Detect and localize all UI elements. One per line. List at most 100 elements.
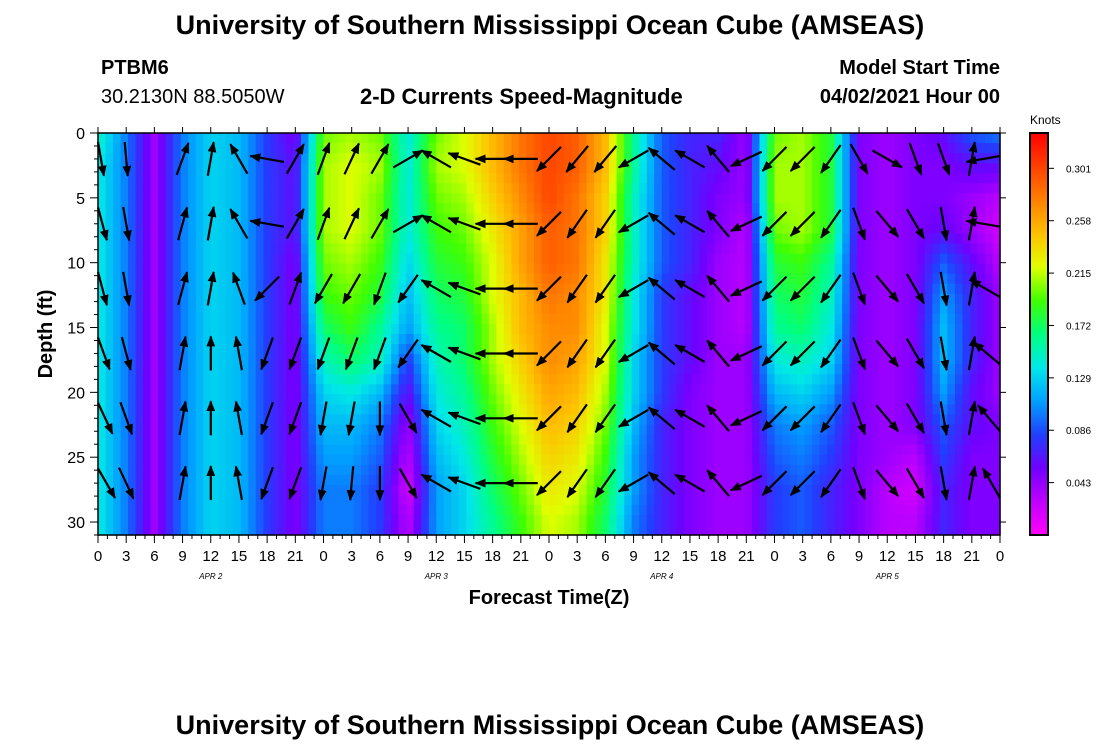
heat-cell	[150, 283, 159, 295]
heat-cell	[579, 394, 588, 405]
heat-cell	[902, 494, 911, 506]
heat-cell	[346, 323, 355, 335]
heat-cell	[473, 173, 482, 184]
heat-cell	[135, 524, 144, 536]
heat-cell	[353, 253, 362, 265]
heat-cell	[188, 183, 197, 194]
heat-cell	[984, 323, 994, 335]
heat-cell	[939, 143, 948, 154]
heat-cell	[691, 193, 700, 204]
current-arrow	[420, 473, 452, 493]
heat-cell	[669, 283, 678, 295]
heat-cell	[541, 464, 550, 476]
heat-cell	[879, 334, 888, 345]
heat-cell	[564, 334, 573, 345]
heat-cell	[616, 163, 625, 174]
heat-cell	[932, 203, 941, 214]
heat-cell	[308, 243, 317, 255]
heat-cell	[165, 364, 174, 375]
heat-cell	[165, 414, 174, 426]
heat-cell	[436, 243, 445, 255]
heat-cell	[872, 173, 881, 184]
heat-cell	[135, 233, 144, 245]
heat-cell	[240, 374, 249, 385]
heat-cell	[436, 514, 445, 526]
heat-cell	[128, 394, 137, 405]
heat-cell	[195, 484, 204, 496]
heat-cell	[218, 303, 227, 315]
heat-cell	[518, 454, 528, 466]
heat-cell	[285, 153, 295, 164]
heat-cell	[894, 303, 903, 315]
heat-cell	[195, 273, 204, 285]
heat-cell	[353, 404, 362, 415]
heat-cell	[887, 243, 896, 255]
heat-cell	[323, 253, 332, 265]
heat-cell	[511, 514, 520, 526]
heat-cell	[135, 243, 144, 255]
heat-cell	[797, 444, 806, 456]
heat-cell	[120, 253, 129, 265]
heat-cell	[383, 344, 392, 355]
heat-cell	[789, 524, 798, 536]
heat-cell	[376, 524, 385, 536]
heat-cell	[766, 263, 776, 275]
heat-cell	[954, 253, 964, 265]
current-arrow	[875, 339, 900, 368]
heat-cell	[346, 273, 355, 285]
heat-cell	[586, 514, 595, 526]
heat-cell	[586, 364, 595, 375]
current-arrow	[398, 467, 418, 499]
heat-cell	[564, 243, 573, 255]
heat-cell	[293, 414, 302, 426]
heat-cell	[661, 303, 670, 315]
heat-cell	[827, 263, 836, 275]
heat-cell	[255, 404, 264, 415]
heat-cell	[315, 323, 325, 335]
heat-cell	[759, 344, 768, 355]
heat-cell	[338, 293, 347, 305]
heat-cell	[195, 464, 204, 476]
heat-cell	[436, 283, 445, 295]
heat-cell	[278, 334, 287, 345]
heat-cell	[812, 323, 821, 335]
heat-cell	[804, 464, 813, 476]
heat-cell	[128, 444, 137, 456]
heat-cell	[631, 404, 640, 415]
heat-cell	[120, 283, 129, 295]
heat-cell	[255, 334, 264, 345]
heat-cell	[165, 454, 174, 466]
heat-cell	[376, 263, 385, 275]
heat-cell	[451, 514, 460, 526]
heat-cell	[413, 414, 422, 426]
heat-cell	[812, 484, 821, 496]
heat-cell	[639, 394, 648, 405]
heat-cell	[721, 183, 730, 194]
heat-cell	[466, 133, 475, 144]
heat-cell	[518, 524, 528, 536]
heat-cell	[992, 474, 1001, 486]
heat-cell	[654, 253, 663, 265]
heat-cell	[391, 454, 400, 466]
heat-cell	[285, 183, 295, 194]
heat-cell	[639, 444, 648, 456]
heat-cell	[729, 514, 738, 526]
heat-cell	[383, 464, 392, 476]
heat-cell	[676, 143, 685, 154]
heat-cell	[398, 193, 407, 204]
heat-cell	[917, 263, 926, 275]
heat-cell	[270, 434, 279, 446]
heat-cell	[789, 173, 798, 184]
heat-cell	[218, 334, 227, 345]
heat-cell	[113, 514, 122, 526]
heat-cell	[669, 464, 678, 476]
heat-cell	[368, 243, 377, 255]
heat-cell	[541, 364, 550, 375]
heat-cell	[353, 133, 362, 144]
heat-cell	[804, 153, 813, 164]
heat-cell	[879, 454, 888, 466]
heat-cell	[458, 253, 467, 265]
heat-cell	[579, 303, 588, 315]
heat-cell	[466, 344, 475, 355]
heat-cell	[368, 183, 377, 194]
